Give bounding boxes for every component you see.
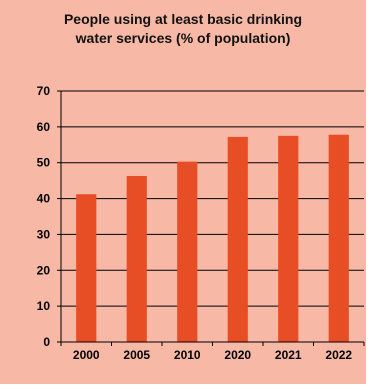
x-tick-label: 2022 (325, 348, 352, 362)
bar-2000 (76, 194, 97, 342)
x-tick-label: 2021 (275, 348, 302, 362)
chart-title-line-1: People using at least basic drinking (63, 11, 303, 27)
x-tick-label: 2020 (224, 348, 251, 362)
y-tick-label: 10 (37, 299, 51, 313)
chart-title-line-2: water services (% of population) (75, 30, 291, 46)
x-axis-tick-labels: 2000 2005 2010 2020 2021 2022 (73, 348, 353, 362)
y-tick-label: 70 (37, 84, 51, 98)
x-tick-label: 2005 (123, 348, 150, 362)
bar-2010 (177, 161, 198, 342)
y-tick-label: 0 (43, 335, 50, 349)
bar-2005 (126, 175, 147, 342)
x-tick-label: 2010 (174, 348, 201, 362)
y-tick-label: 50 (37, 156, 51, 170)
y-axis-tick-labels: 0 10 20 30 40 50 60 70 (37, 84, 51, 349)
bar-2022 (328, 134, 349, 342)
axes (57, 90, 365, 346)
bar-2021 (278, 135, 299, 342)
gridlines (61, 90, 364, 307)
y-tick-label: 40 (37, 192, 51, 206)
x-tick-label: 2000 (73, 348, 100, 362)
y-tick-label: 60 (37, 120, 51, 134)
bars (76, 134, 349, 342)
chart-title: People using at least basic drinking wat… (0, 10, 366, 48)
bar-chart: 0 10 20 30 40 50 60 70 2000 2005 2010 2020 2021 2022 (37, 84, 365, 362)
y-tick-label: 30 (37, 227, 51, 241)
y-tick-label: 20 (37, 263, 51, 277)
bar-2020 (227, 136, 248, 342)
